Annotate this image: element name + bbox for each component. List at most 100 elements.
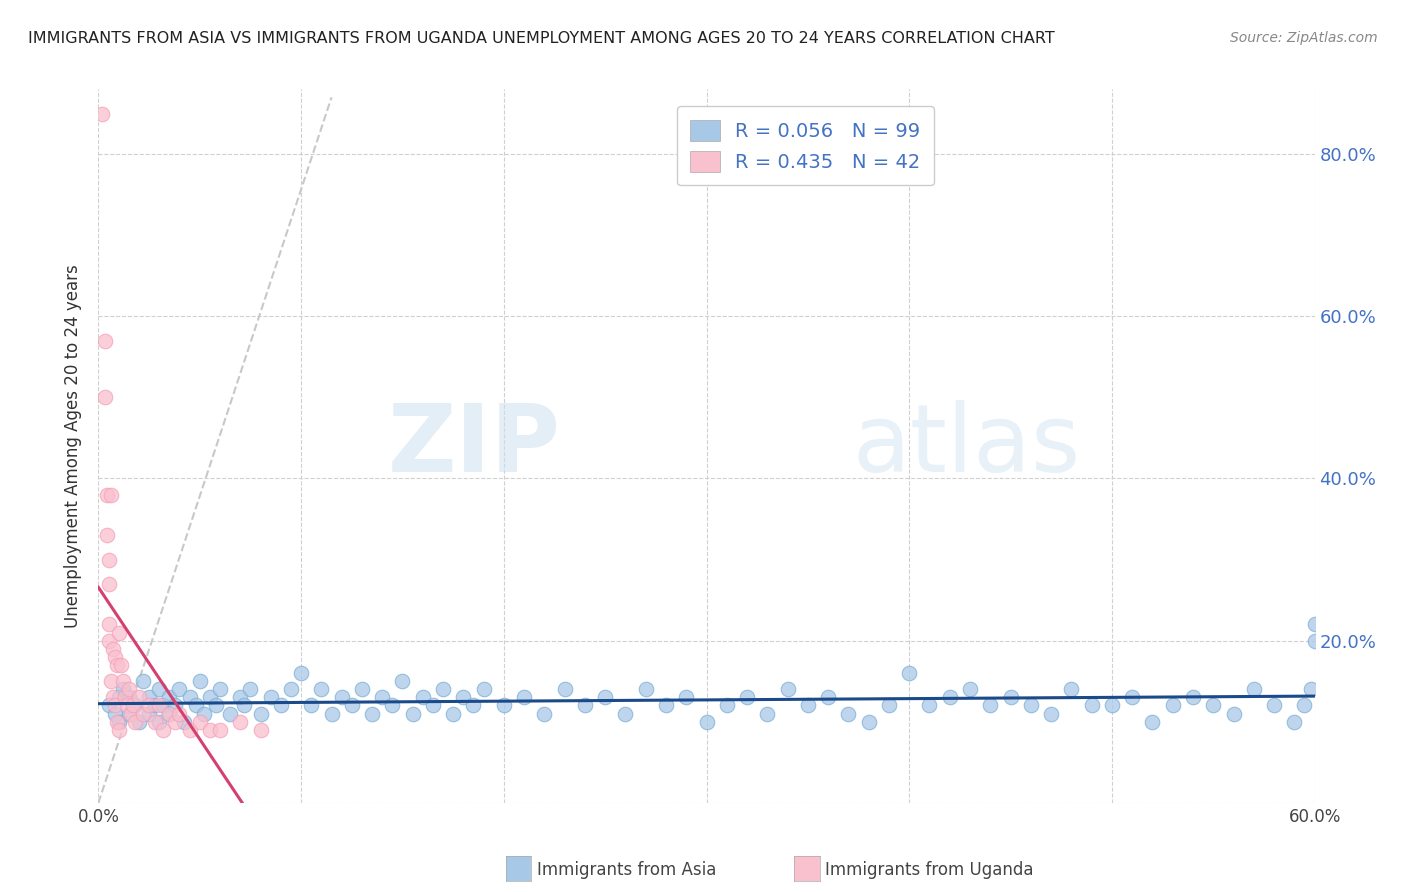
Point <box>104 649 127 664</box>
Point <box>124 714 146 729</box>
Point <box>122 698 145 713</box>
Point <box>837 706 859 721</box>
Point <box>97 552 120 566</box>
Point <box>97 577 120 591</box>
Point <box>1222 706 1244 721</box>
Point <box>179 723 201 737</box>
Point <box>898 666 921 681</box>
Point <box>138 706 160 721</box>
Point <box>361 706 384 721</box>
Point <box>157 690 180 705</box>
Point <box>574 698 596 713</box>
Point <box>118 690 141 705</box>
Point <box>97 633 120 648</box>
Point <box>350 682 373 697</box>
Point <box>756 706 779 721</box>
Point <box>1263 698 1285 713</box>
Point <box>441 706 464 721</box>
Point <box>1284 714 1306 729</box>
Point <box>165 698 187 713</box>
Point <box>93 390 115 404</box>
Point <box>120 706 142 721</box>
Point <box>1202 698 1225 713</box>
Point <box>260 690 283 705</box>
Point <box>188 714 211 729</box>
Point <box>432 682 454 697</box>
Point <box>716 698 738 713</box>
Point <box>97 617 120 632</box>
Point <box>96 528 118 542</box>
Point <box>280 682 302 697</box>
Point <box>979 698 1001 713</box>
Point <box>96 488 118 502</box>
Y-axis label: Unemployment Among Ages 20 to 24 years: Unemployment Among Ages 20 to 24 years <box>65 264 83 628</box>
Point <box>492 698 515 713</box>
Point <box>152 723 174 737</box>
Point <box>111 674 134 689</box>
Point <box>412 690 434 705</box>
Point <box>858 714 880 729</box>
Point <box>169 706 191 721</box>
Point <box>513 690 536 705</box>
Point <box>1121 690 1143 705</box>
Point <box>249 723 271 737</box>
Point <box>381 698 404 713</box>
Point <box>152 698 174 713</box>
Point <box>453 690 475 705</box>
Point <box>219 706 242 721</box>
Point <box>1101 698 1123 713</box>
Point <box>472 682 495 697</box>
Point <box>1161 698 1184 713</box>
Point <box>233 698 256 713</box>
Point <box>209 682 232 697</box>
Point <box>157 706 180 721</box>
Point <box>100 674 122 689</box>
Point <box>939 690 962 705</box>
Point <box>97 698 120 713</box>
Point <box>229 690 252 705</box>
Point <box>1299 682 1322 697</box>
Point <box>143 698 166 713</box>
Point <box>107 625 129 640</box>
Point <box>696 714 718 729</box>
Point <box>1142 714 1164 729</box>
Point <box>321 706 343 721</box>
Point <box>173 714 195 729</box>
Point <box>100 488 122 502</box>
Point <box>270 698 292 713</box>
Point <box>184 698 207 713</box>
Point <box>1303 617 1326 632</box>
Point <box>138 698 160 713</box>
Point <box>101 641 124 656</box>
Point <box>169 682 191 697</box>
Point <box>239 682 262 697</box>
Point <box>110 657 132 672</box>
Point <box>877 698 900 713</box>
Point <box>340 698 363 713</box>
Point <box>198 723 221 737</box>
Point <box>114 690 136 705</box>
Point <box>104 698 127 713</box>
Point <box>959 682 981 697</box>
Point <box>330 690 353 705</box>
Point <box>735 690 758 705</box>
Point <box>1303 633 1326 648</box>
Point <box>107 723 129 737</box>
Point <box>776 682 799 697</box>
Legend: R = 0.056   N = 99, R = 0.435   N = 42: R = 0.056 N = 99, R = 0.435 N = 42 <box>676 106 934 186</box>
Point <box>128 714 150 729</box>
Point <box>817 690 839 705</box>
Point <box>675 690 697 705</box>
Point <box>128 690 150 705</box>
Text: Immigrants from Uganda: Immigrants from Uganda <box>825 861 1033 879</box>
Text: IMMIGRANTS FROM ASIA VS IMMIGRANTS FROM UGANDA UNEMPLOYMENT AMONG AGES 20 TO 24 : IMMIGRANTS FROM ASIA VS IMMIGRANTS FROM … <box>28 31 1054 46</box>
Point <box>165 714 187 729</box>
Point <box>132 674 155 689</box>
Point <box>93 334 115 348</box>
Point <box>105 714 128 729</box>
Point <box>193 706 215 721</box>
Point <box>422 698 444 713</box>
Point <box>148 714 170 729</box>
Point <box>107 690 129 705</box>
Point <box>104 706 127 721</box>
